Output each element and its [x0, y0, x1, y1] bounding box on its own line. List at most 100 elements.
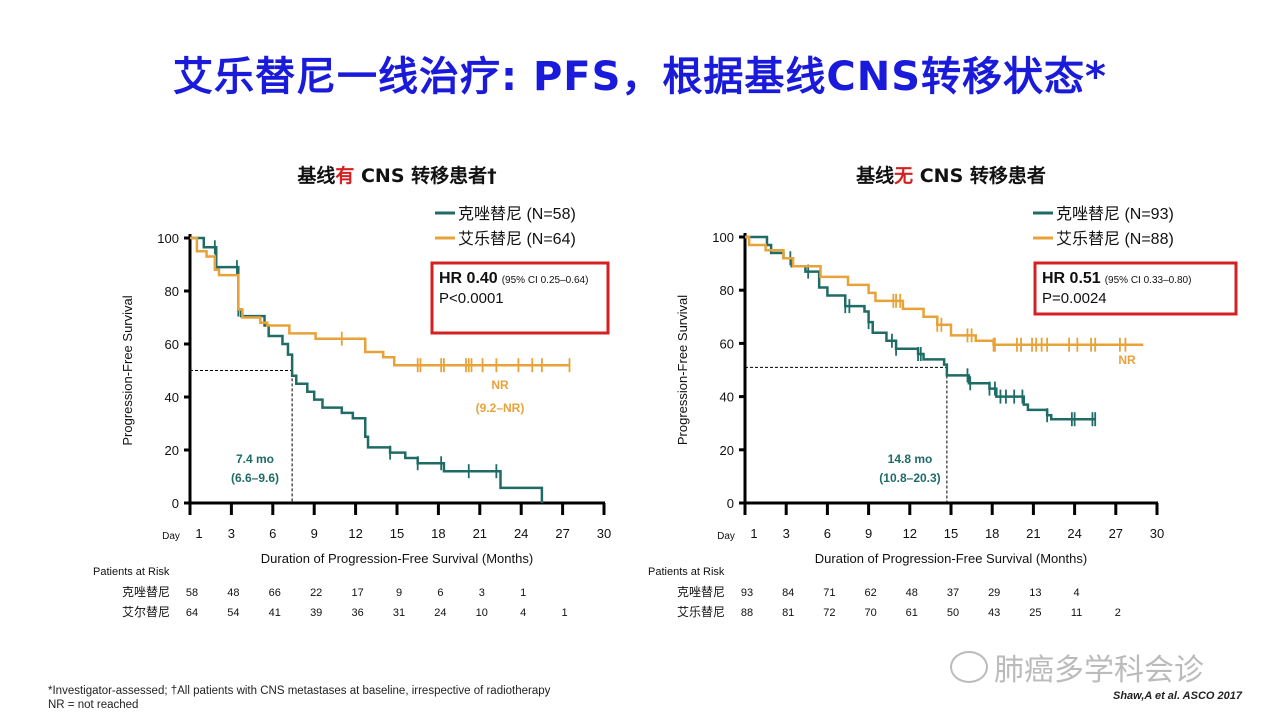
risk-value: 48	[227, 587, 239, 599]
risk-value: 48	[906, 587, 918, 599]
y-tick-label: 80	[165, 284, 179, 299]
risk-value: 4	[1074, 587, 1080, 599]
risk-value: 25	[1029, 607, 1041, 619]
y-tick-label: 100	[712, 230, 734, 245]
hr-value: HR 0.40	[439, 270, 498, 287]
hazard-ratio-text: HR 0.40 (95% CI 0.25–0.64)	[439, 270, 588, 287]
p-value: P<0.0001	[439, 290, 504, 307]
legend-label: 克唑替尼 (N=93)	[1056, 205, 1174, 223]
risk-value: 93	[741, 587, 753, 599]
hr-ci: (95% CI 0.25–0.64)	[502, 275, 589, 286]
risk-row-name: 克唑替尼	[677, 585, 725, 599]
x-tick-label: 6	[824, 526, 831, 541]
risk-table-header: Patients at Risk	[648, 566, 725, 578]
risk-value: 61	[906, 607, 918, 619]
risk-value: 24	[434, 607, 446, 619]
risk-value: 43	[988, 607, 1000, 619]
wechat-icon	[950, 651, 988, 683]
footnote-line-2: NR = not reached	[48, 699, 139, 711]
risk-value: 71	[823, 587, 835, 599]
subtitle-part-highlight: 有	[335, 164, 354, 187]
y-tick-label: 0	[172, 496, 179, 511]
nr-label: NR	[1118, 353, 1136, 367]
risk-value: 2	[1115, 607, 1121, 619]
subtitle-part-post: CNS 转移患者	[913, 164, 1046, 187]
risk-value: 1	[562, 607, 568, 619]
y-tick-label: 40	[720, 390, 734, 405]
risk-value: 9	[396, 587, 402, 599]
risk-value: 88	[741, 607, 753, 619]
risk-value: 1	[520, 587, 526, 599]
risk-value: 41	[269, 607, 281, 619]
x-tick-label: 12	[903, 526, 917, 541]
km-curve-crizotinib	[190, 236, 544, 503]
median-ci-label: (6.6–9.6)	[231, 471, 279, 485]
citation: Shaw,A et al. ASCO 2017	[1113, 690, 1242, 702]
x-tick-label: 21	[1026, 526, 1040, 541]
y-tick-label: 0	[727, 496, 734, 511]
risk-value: 58	[186, 587, 198, 599]
hr-ci: (95% CI 0.33–0.80)	[1105, 275, 1192, 286]
x-tick-label: 15	[390, 526, 404, 541]
slide-title: 艾乐替尼一线治疗: PFS，根据基线CNS转移状态*	[173, 54, 1107, 100]
x-tick-label: 15	[944, 526, 958, 541]
p-value: P=0.0024	[1042, 290, 1107, 307]
x-tick-label: 1	[750, 526, 757, 541]
legend-label: 艾乐替尼 (N=88)	[1056, 230, 1174, 248]
risk-value: 3	[479, 587, 485, 599]
risk-row-name: 克唑替尼	[122, 585, 170, 599]
risk-value: 31	[393, 607, 405, 619]
legend-label: 艾乐替尼 (N=64)	[458, 230, 576, 248]
risk-value: 17	[351, 587, 363, 599]
chart-subtitle: 基线有 CNS 转移患者†	[296, 164, 496, 187]
y-tick-label: 20	[720, 443, 734, 458]
y-tick-label: 40	[165, 390, 179, 405]
risk-value: 37	[947, 587, 959, 599]
risk-value: 54	[227, 607, 239, 619]
risk-row-name: 艾尔替尼	[122, 604, 170, 619]
y-axis-title: Progression-Free Survival	[675, 295, 690, 445]
y-tick-label: 60	[165, 337, 179, 352]
x-tick-label: 24	[1067, 526, 1081, 541]
x-tick-label: 12	[348, 526, 362, 541]
risk-value: 4	[520, 607, 526, 619]
hr-box	[1033, 261, 1238, 316]
x-tick-label: 6	[269, 526, 276, 541]
risk-value: 70	[864, 607, 876, 619]
risk-value: 64	[186, 607, 198, 619]
x-axis-title: Duration of Progression-Free Survival (M…	[261, 551, 533, 566]
risk-row-name: 艾乐替尼	[677, 605, 725, 619]
x-tick-label: 30	[597, 526, 611, 541]
median-ci-label: (10.8–20.3)	[879, 471, 940, 485]
y-tick-label: 100	[157, 231, 179, 246]
y-tick-label: 60	[720, 336, 734, 351]
subtitle-part-pre: 基线	[855, 164, 894, 187]
y-tick-label: 20	[165, 443, 179, 458]
km-curve-alectinib	[745, 235, 1144, 346]
y-tick-label: 80	[720, 283, 734, 298]
x-tick-label: 9	[865, 526, 872, 541]
legend-label: 克唑替尼 (N=58)	[458, 205, 576, 223]
footnote-line-1: *Investigator-assessed; †All patients wi…	[48, 685, 551, 697]
x-tick-label: 18	[985, 526, 999, 541]
risk-value: 6	[437, 587, 443, 599]
x-prefix-label: Day	[162, 531, 180, 542]
median-label: 14.8 mo	[888, 452, 933, 466]
x-tick-label: 24	[514, 526, 528, 541]
x-tick-label: 3	[228, 526, 235, 541]
subtitle-part-pre: 基线	[296, 164, 335, 187]
median-label: 7.4 mo	[236, 452, 274, 466]
risk-value: 72	[823, 607, 835, 619]
nr-label: NR	[491, 378, 509, 392]
watermark: 肺癌多学科会诊	[950, 645, 1204, 689]
risk-value: 39	[310, 607, 322, 619]
hr-value: HR 0.51	[1042, 270, 1101, 287]
risk-value: 11	[1071, 607, 1082, 619]
x-prefix-label: Day	[717, 531, 735, 542]
x-tick-label: 27	[1109, 526, 1123, 541]
x-tick-label: 30	[1150, 526, 1164, 541]
risk-value: 50	[947, 607, 959, 619]
y-axis-title: Progression-Free Survival	[120, 295, 135, 445]
x-tick-label: 3	[783, 526, 790, 541]
